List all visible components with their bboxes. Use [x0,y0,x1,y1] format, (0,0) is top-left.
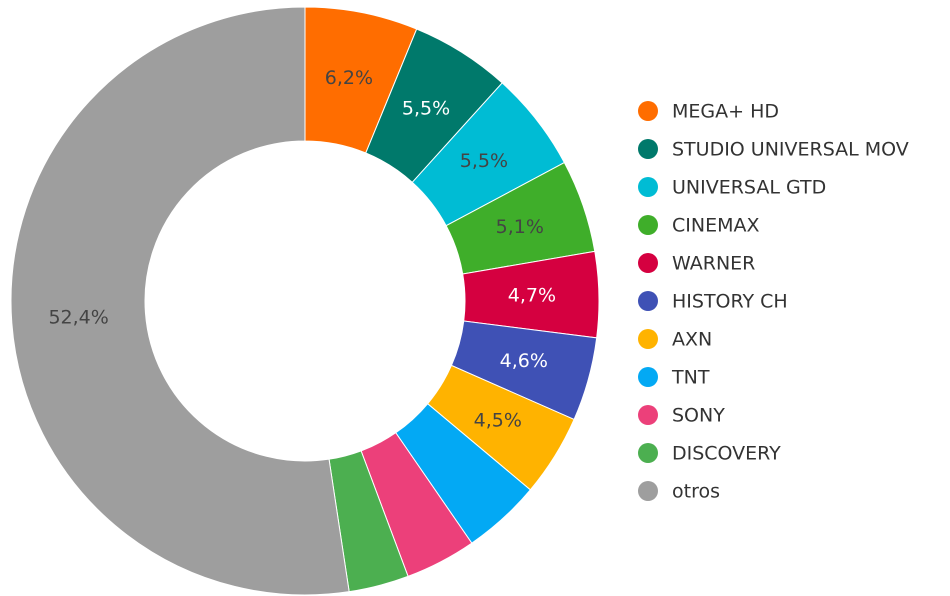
legend-label: DISCOVERY [672,443,781,465]
legend-swatch [638,215,658,235]
legend-label: STUDIO UNIVERSAL MOV [672,139,909,161]
legend-label: SONY [672,405,725,427]
legend-swatch [638,405,658,425]
data-label: 5,5% [402,97,450,119]
legend-label: WARNER [672,253,755,275]
legend-label: UNIVERSAL GTD [672,177,826,199]
data-label: 4,7% [508,285,556,307]
slice [10,6,350,596]
legend-label: MEGA+ HD [672,101,779,123]
legend-swatch [638,253,658,273]
legend-swatch [638,367,658,387]
legend-label: TNT [671,367,710,389]
legend-swatch [638,101,658,121]
legend-swatch [638,291,658,311]
data-label: 4,6% [500,350,548,372]
data-label: 52,4% [48,307,108,329]
legend-label: otros [672,481,720,503]
legend-label: CINEMAX [672,215,760,237]
legend-swatch [638,329,658,349]
data-label: 5,1% [496,216,544,238]
data-label: 4,5% [474,409,522,431]
legend-swatch [638,443,658,463]
legend-label: AXN [672,329,712,351]
data-label: 6,2% [325,67,373,89]
legend-swatch [638,481,658,501]
legend-swatch [638,139,658,159]
data-label: 5,5% [460,150,508,172]
legend-swatch [638,177,658,197]
legend-label: HISTORY CH [672,291,788,313]
